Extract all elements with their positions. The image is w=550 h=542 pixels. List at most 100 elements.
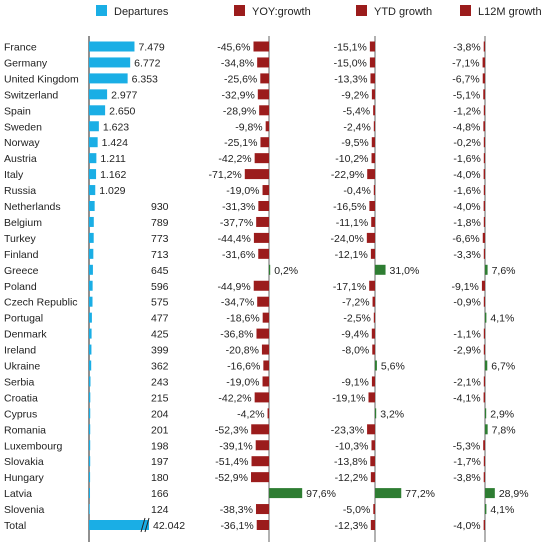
l12m-value-label: 4,1%	[490, 313, 514, 325]
departures-value-label: 7.479	[138, 42, 164, 54]
country-label: Belgium	[4, 217, 42, 229]
ytd-value-label: -10,2%	[335, 153, 368, 165]
ytd-value-label: -13,3%	[334, 73, 367, 85]
country-label: Luxembourg	[4, 440, 63, 452]
country-label: Czech Republic	[4, 297, 78, 309]
l12m-bar	[483, 105, 485, 116]
ytd-bar	[366, 232, 375, 243]
l12m-bar	[483, 169, 485, 180]
l12m-value-label: -1,2%	[453, 105, 480, 117]
ytd-bar	[371, 440, 375, 451]
departures-bar	[89, 201, 95, 211]
departures-bar	[89, 440, 91, 451]
l12m-bar	[483, 121, 485, 132]
l12m-value-label: -1,7%	[453, 456, 480, 468]
departures-value-label: 166	[151, 488, 169, 500]
ytd-value-label: 77,2%	[405, 488, 435, 500]
yoy-bar	[261, 344, 269, 355]
l12m-value-label: -5,3%	[453, 440, 480, 452]
ytd-bar	[369, 280, 375, 291]
l12m-value-label: -4,1%	[453, 392, 480, 404]
yoy-value-label: -31,3%	[222, 201, 255, 213]
ytd-bar	[375, 360, 377, 371]
departures-bar	[89, 472, 91, 483]
yoy-value-label: -25,1%	[224, 137, 257, 149]
departures-value-label: 1.029	[99, 185, 125, 197]
ytd-value-label: -9,1%	[341, 376, 368, 388]
ytd-value-label: -17,1%	[333, 281, 366, 293]
l12m-value-label: 4,1%	[490, 504, 514, 516]
l12m-bar	[485, 488, 495, 499]
departures-bar	[89, 360, 92, 371]
yoy-value-label: -19,0%	[226, 185, 259, 197]
l12m-bar	[481, 280, 485, 291]
yoy-bar	[269, 488, 303, 499]
yoy-value-label: -52,3%	[215, 424, 248, 436]
l12m-value-label: -3,8%	[453, 42, 480, 54]
l12m-bar	[485, 360, 488, 371]
l12m-bar	[483, 328, 485, 339]
l12m-value-label: -1,6%	[453, 153, 480, 165]
l12m-bar	[483, 376, 485, 387]
ytd-value-label: -9,4%	[341, 329, 368, 341]
country-label: Poland	[4, 281, 37, 293]
country-label: Ukraine	[4, 361, 40, 373]
l12m-bar	[483, 41, 485, 52]
l12m-bar	[483, 392, 485, 403]
country-label: Netherlands	[4, 201, 61, 213]
country-label: Sweden	[4, 121, 42, 133]
yoy-bar	[256, 520, 269, 530]
l12m-value-label: 2,9%	[490, 408, 514, 420]
departures-bar	[89, 376, 91, 387]
ytd-bar	[375, 408, 377, 419]
departures-value-label: 425	[151, 329, 169, 341]
l12m-value-label: -9,1%	[451, 281, 478, 293]
departures-value-label: 575	[151, 297, 169, 309]
country-label: United Kingdom	[4, 73, 79, 85]
legend-label: L12M growth	[478, 6, 542, 18]
yoy-value-label: -44,9%	[217, 281, 250, 293]
ytd-value-label: -2,4%	[343, 121, 370, 133]
departures-value-label: 180	[151, 472, 169, 484]
country-label: Denmark	[4, 329, 47, 341]
l12m-bar	[483, 440, 485, 451]
yoy-bar	[251, 456, 269, 467]
departures-value-label: 399	[151, 345, 169, 357]
ytd-value-label: -2,5%	[343, 313, 370, 325]
country-label: Germany	[4, 57, 48, 69]
departures-bar	[89, 408, 91, 419]
departures-value-label: 789	[151, 217, 169, 229]
l12m-value-label: -1,8%	[453, 217, 480, 229]
legend-label: YTD growth	[374, 6, 432, 18]
departures-bar	[89, 424, 91, 435]
yoy-bar	[255, 504, 269, 515]
departures-value-label: 1.211	[100, 153, 126, 165]
yoy-bar	[259, 105, 269, 116]
ytd-bar	[367, 169, 375, 180]
l12m-bar	[483, 153, 485, 164]
departures-value-label: 713	[151, 249, 169, 261]
l12m-value-label: -0,2%	[453, 137, 480, 149]
country-label: Austria	[4, 153, 37, 165]
l12m-value-label: -3,3%	[453, 249, 480, 261]
ytd-value-label: -16,5%	[333, 201, 366, 213]
l12m-bar	[483, 137, 485, 148]
l12m-bar	[483, 185, 485, 196]
l12m-value-label: -1,6%	[453, 185, 480, 197]
ytd-bar	[371, 376, 375, 387]
departures-value-label: 204	[151, 408, 169, 420]
departures-value-label: 362	[151, 361, 169, 373]
yoy-value-label: -34,8%	[221, 57, 254, 69]
yoy-bar	[253, 232, 269, 243]
l12m-bar	[485, 504, 487, 515]
l12m-value-label: -0,9%	[453, 297, 480, 309]
l12m-bar	[483, 201, 485, 211]
yoy-value-label: -37,7%	[220, 217, 253, 229]
departures-value-label: 197	[151, 456, 169, 468]
ytd-value-label: -7,2%	[342, 297, 369, 309]
l12m-value-label: -4,8%	[453, 121, 480, 133]
l12m-value-label: -6,7%	[452, 73, 479, 85]
legend-label: YOY:growth	[252, 6, 311, 18]
ytd-value-label: -8,0%	[342, 345, 369, 357]
